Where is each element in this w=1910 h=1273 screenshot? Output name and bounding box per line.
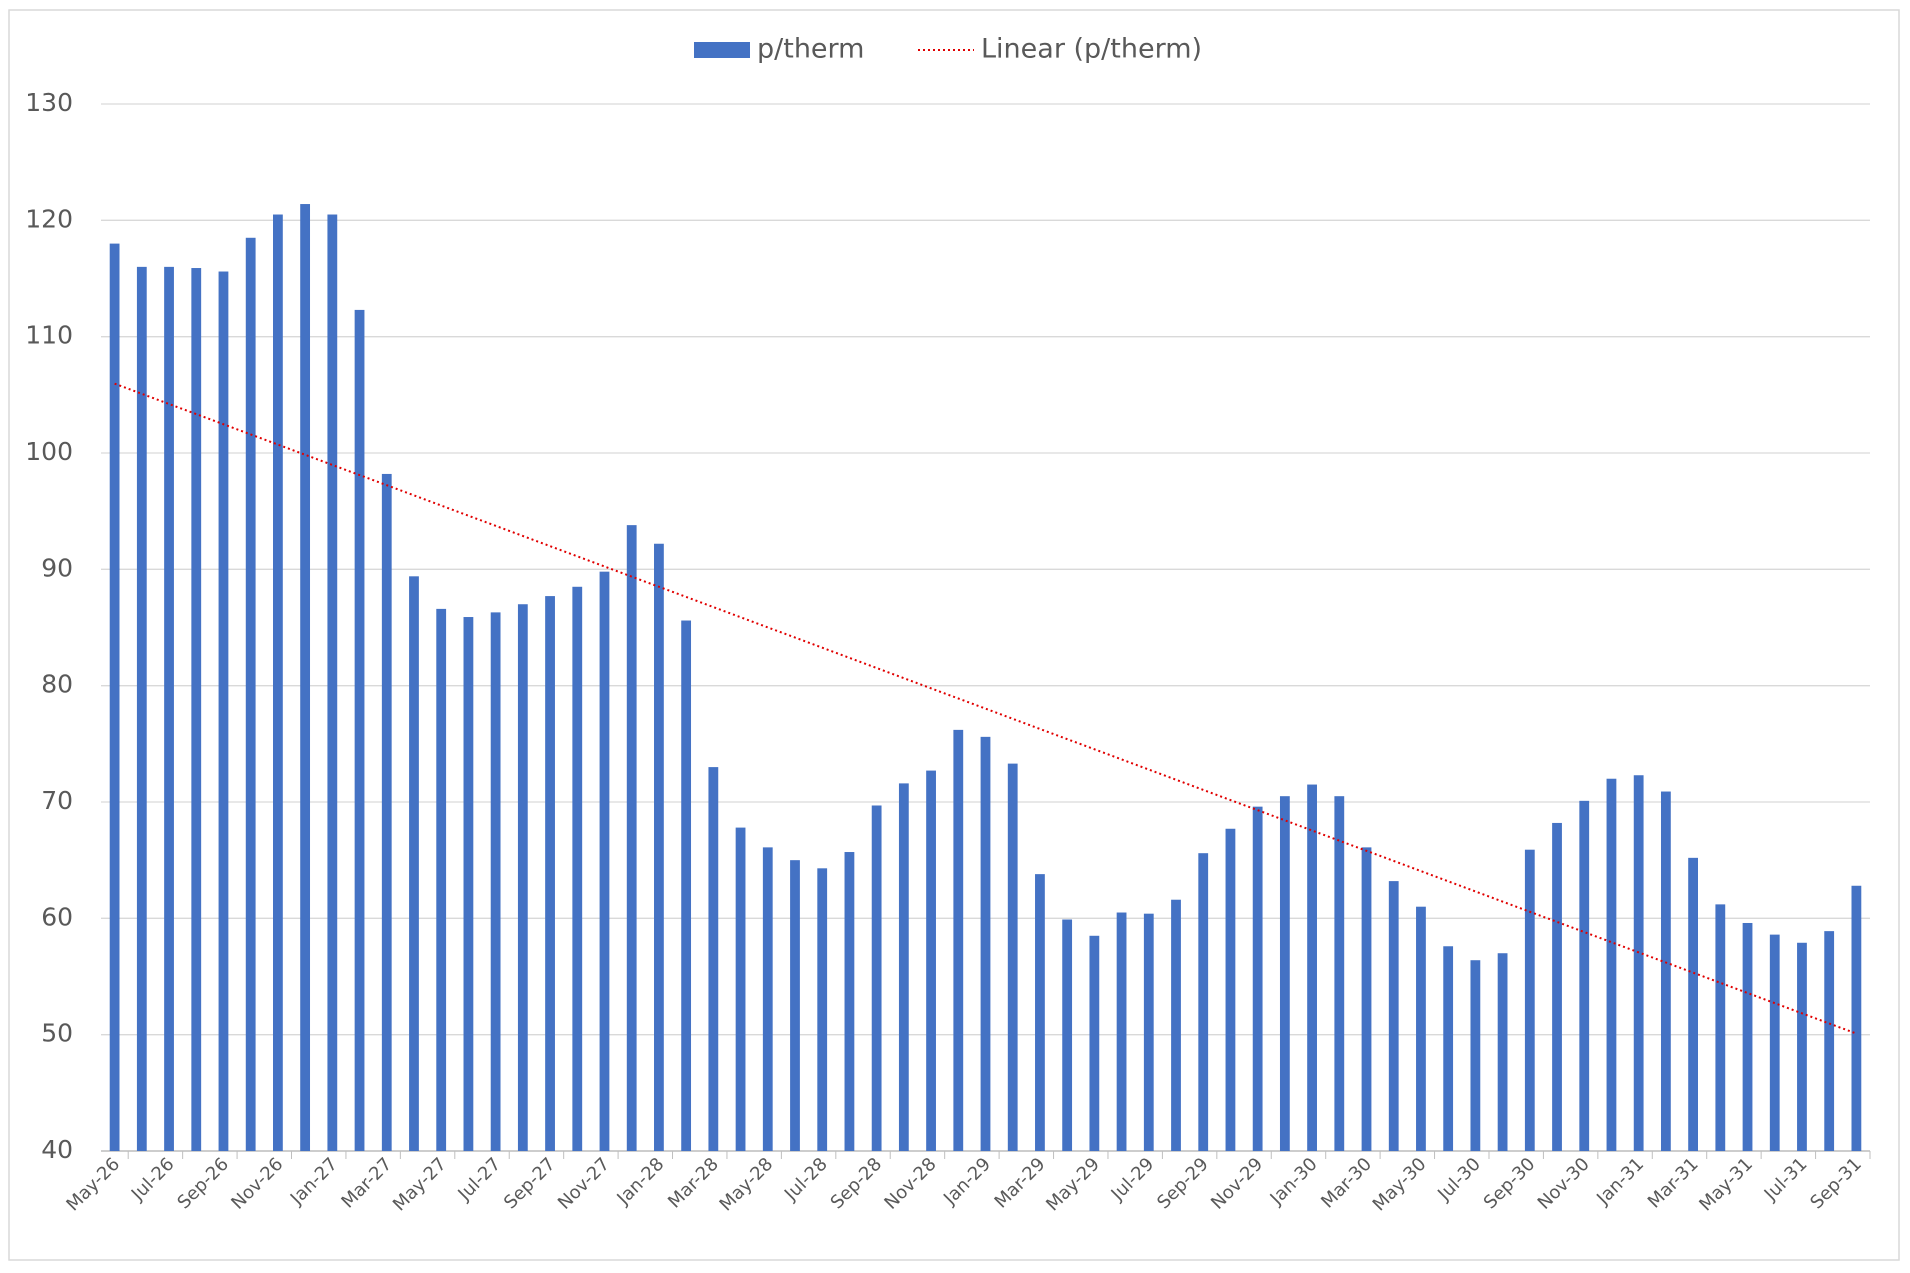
bar (409, 576, 419, 1151)
bar (1416, 906, 1426, 1151)
bar (109, 243, 120, 1152)
bar (1660, 791, 1671, 1151)
bar (1470, 960, 1481, 1151)
bar (1116, 912, 1127, 1151)
bar (1089, 935, 1100, 1151)
bar (327, 214, 338, 1151)
bar (1524, 849, 1535, 1151)
bar (762, 847, 773, 1151)
bar (1769, 934, 1780, 1151)
y-tick-label: 110 (25, 321, 73, 350)
bar (735, 827, 746, 1151)
bar (245, 237, 256, 1152)
bar (1035, 874, 1045, 1151)
bar (354, 309, 365, 1151)
bar (1742, 922, 1753, 1151)
bar (300, 204, 311, 1152)
bar (844, 852, 855, 1151)
legend-swatch (694, 42, 750, 58)
y-tick-label: 40 (41, 1135, 73, 1164)
bar (191, 268, 202, 1151)
bar (1579, 800, 1590, 1151)
bar (654, 543, 664, 1151)
bar (1143, 913, 1154, 1151)
bar (572, 586, 583, 1151)
bar (1279, 796, 1290, 1151)
bar (1606, 778, 1617, 1151)
y-tick-label: 100 (25, 437, 73, 466)
y-tick-label: 120 (25, 204, 73, 233)
bar (708, 767, 719, 1151)
bar (218, 271, 229, 1151)
bar (1388, 881, 1399, 1151)
bar (1252, 806, 1263, 1151)
bar (817, 868, 828, 1151)
bar (1851, 885, 1862, 1151)
bar (1443, 946, 1454, 1151)
y-tick-label: 70 (41, 786, 73, 815)
bar (436, 608, 447, 1151)
bar (545, 596, 555, 1151)
bar (463, 617, 474, 1151)
bar (1824, 931, 1835, 1151)
bar (1225, 828, 1236, 1151)
bar (381, 473, 392, 1151)
bar (1007, 763, 1018, 1151)
bar (599, 571, 610, 1151)
bar (1797, 942, 1807, 1151)
bar (926, 770, 936, 1151)
y-tick-label: 130 (25, 88, 73, 117)
bar (1715, 904, 1726, 1151)
legend-label: p/therm (757, 34, 864, 65)
y-tick-label: 50 (41, 1019, 73, 1048)
bar (681, 620, 692, 1151)
bar (898, 783, 909, 1151)
bar (517, 604, 528, 1151)
y-tick-label: 60 (41, 902, 73, 931)
bar (1307, 784, 1317, 1151)
bar (1361, 847, 1372, 1151)
bar (1688, 857, 1698, 1151)
bar (1198, 853, 1209, 1151)
bar (1633, 775, 1644, 1151)
y-tick-label: 90 (41, 553, 73, 582)
bar (164, 266, 174, 1151)
bar (1497, 953, 1508, 1151)
legend-label: Linear (p/therm) (981, 34, 1202, 65)
bar (490, 612, 501, 1151)
bar (953, 729, 964, 1151)
bar (1171, 899, 1181, 1151)
bar (1552, 822, 1562, 1151)
bar (1334, 796, 1345, 1151)
bar (871, 805, 882, 1151)
bar (626, 525, 637, 1151)
bar (1062, 919, 1073, 1151)
bar (273, 214, 283, 1151)
bar (980, 736, 991, 1151)
bar (136, 266, 147, 1151)
y-tick-label: 80 (41, 670, 73, 699)
bar (790, 860, 800, 1151)
